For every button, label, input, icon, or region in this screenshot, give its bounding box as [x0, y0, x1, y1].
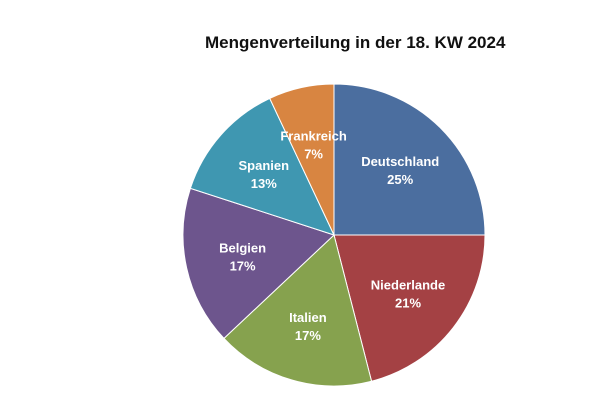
- slice-value-belgien: 17%: [230, 258, 256, 273]
- pie-slice-niederlande: [333, 234, 486, 382]
- chart-title: Mengenverteilung in der 18. KW 2024: [205, 33, 506, 52]
- slice-label-niederlande: Niederlande: [371, 277, 445, 292]
- pie-slice-belgien: [182, 187, 335, 340]
- pie-slices: [182, 83, 486, 387]
- slice-label-frankreich: Frankreich: [280, 129, 347, 144]
- slice-label-spanien: Spanien: [239, 158, 290, 173]
- pie-labels: Deutschland 25% Niederlande 21% Italien 17% Be…: [219, 129, 445, 343]
- slice-label-italien: Italien: [289, 310, 327, 325]
- pie-slice-frankreich: [269, 83, 335, 236]
- slice-value-deutschland: 25%: [387, 172, 413, 187]
- slice-label-deutschland: Deutschland: [361, 154, 439, 169]
- slice-label-belgien: Belgien: [219, 240, 266, 255]
- slice-value-frankreich: 7%: [304, 147, 323, 162]
- pie-slice-spanien: [189, 97, 335, 236]
- slice-value-niederlande: 21%: [395, 295, 421, 310]
- pie-slice-italien: [223, 234, 373, 387]
- slice-value-italien: 17%: [295, 328, 321, 343]
- slice-value-spanien: 13%: [251, 176, 277, 191]
- pie-slice-deutschland: [333, 83, 486, 236]
